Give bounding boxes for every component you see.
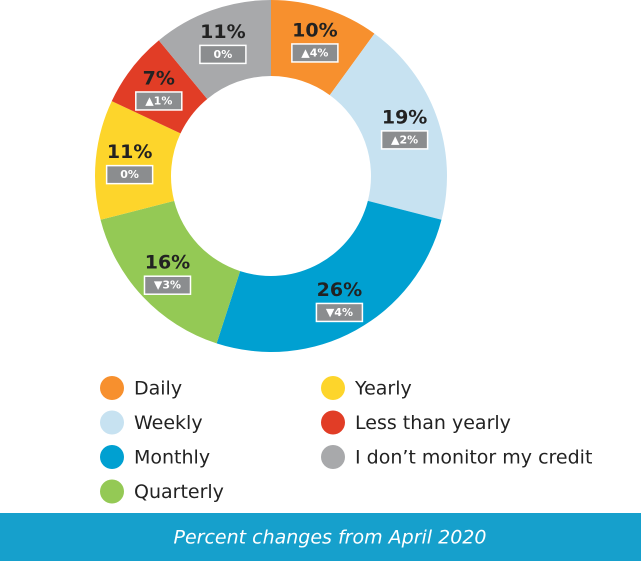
slice-label: 7% bbox=[143, 67, 175, 89]
change-label: ▲1% bbox=[145, 94, 172, 107]
change-box bbox=[291, 43, 339, 63]
change-box bbox=[135, 91, 183, 111]
slice bbox=[216, 200, 442, 352]
slice-label: 26% bbox=[317, 279, 362, 301]
legend-swatch bbox=[100, 479, 124, 504]
change-label: 0% bbox=[120, 168, 139, 181]
change-box bbox=[105, 164, 154, 185]
legend-label: Quarterly bbox=[134, 481, 224, 503]
slice-label: 11% bbox=[200, 21, 245, 43]
legend-label: Daily bbox=[134, 378, 182, 400]
change-label: ▲4% bbox=[301, 46, 328, 59]
slice bbox=[329, 33, 447, 220]
legend-label: Weekly bbox=[134, 412, 203, 434]
change-label: 0% bbox=[214, 48, 233, 61]
slice-label: 10% bbox=[292, 19, 337, 41]
change-box bbox=[143, 275, 192, 295]
legend-swatch bbox=[321, 376, 345, 400]
change-box bbox=[315, 302, 364, 323]
slice-label: 11% bbox=[107, 141, 152, 163]
slice-label: 16% bbox=[145, 252, 190, 274]
slice-label: 19% bbox=[382, 106, 427, 128]
caption: Percent changes from April 2020 bbox=[174, 527, 487, 549]
change-box bbox=[380, 130, 429, 150]
caption-bar bbox=[0, 513, 641, 561]
legend-swatch bbox=[321, 445, 345, 469]
legend-label: Less than yearly bbox=[355, 412, 511, 434]
legend-swatch bbox=[100, 376, 124, 400]
legend-label: Monthly bbox=[134, 447, 210, 469]
legend-swatch bbox=[100, 445, 124, 469]
slice bbox=[100, 200, 241, 344]
change-label: ▲2% bbox=[391, 133, 418, 146]
change-label: ▼4% bbox=[326, 306, 353, 319]
change-label: ▼3% bbox=[154, 279, 181, 292]
legend-label: Yearly bbox=[354, 378, 412, 400]
legend-label: I don’t monitor my credit bbox=[355, 447, 592, 469]
legend-swatch bbox=[321, 410, 345, 435]
slice bbox=[95, 101, 181, 220]
change-box bbox=[199, 44, 247, 65]
legend-swatch bbox=[100, 410, 124, 435]
